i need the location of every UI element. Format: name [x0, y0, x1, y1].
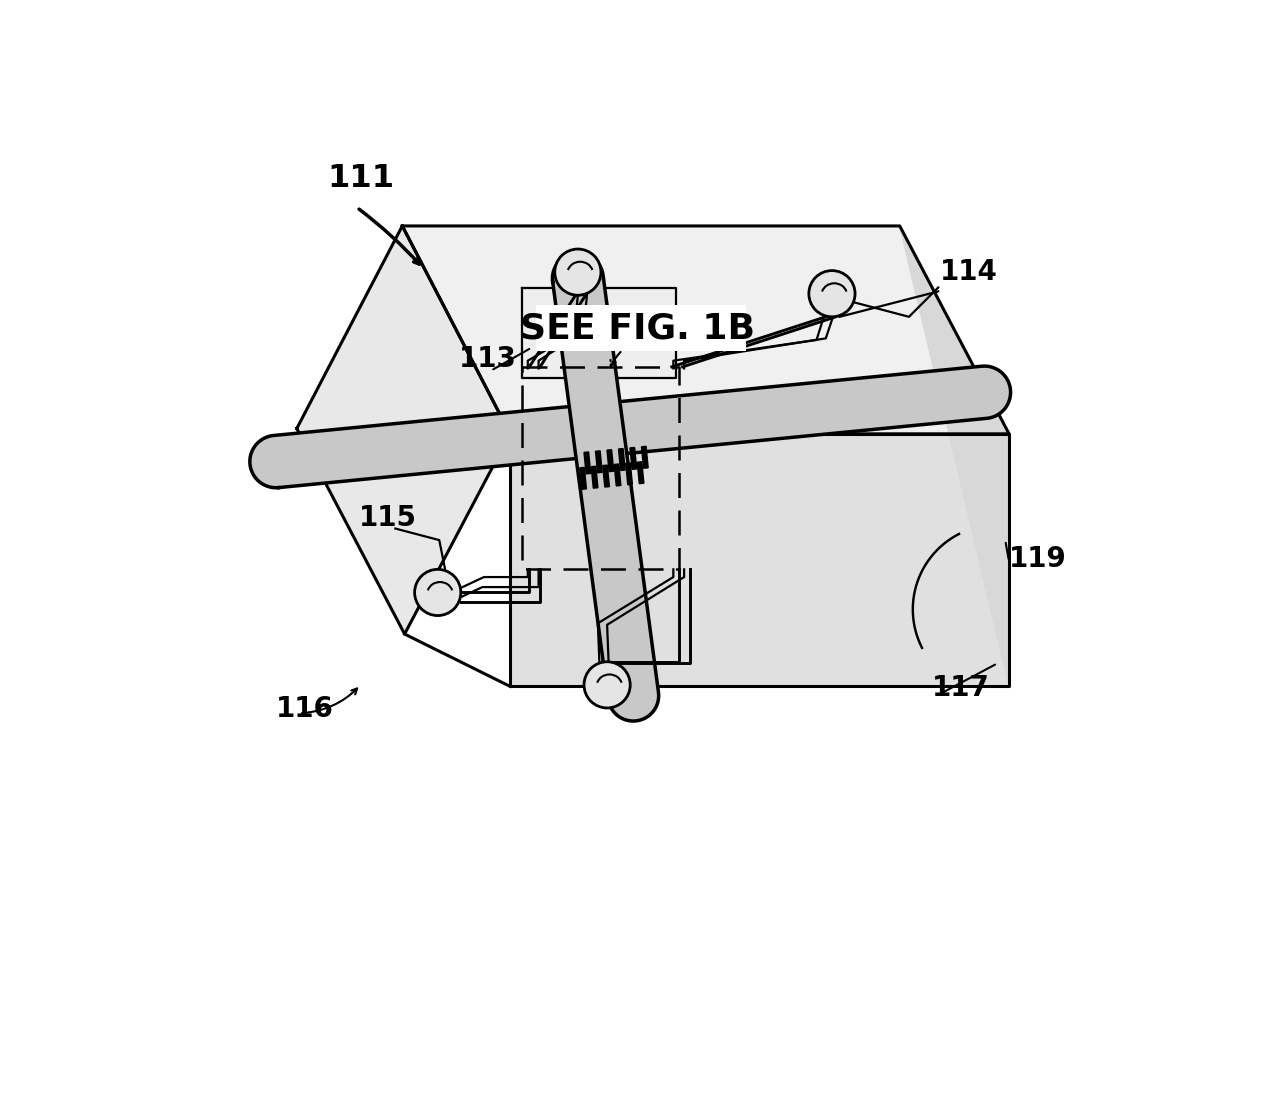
Polygon shape	[625, 463, 633, 485]
Polygon shape	[637, 462, 644, 484]
Circle shape	[554, 249, 601, 295]
Polygon shape	[619, 449, 625, 471]
Circle shape	[583, 662, 630, 708]
Polygon shape	[591, 466, 597, 488]
Polygon shape	[583, 452, 591, 474]
Polygon shape	[297, 226, 510, 634]
Text: 115: 115	[358, 504, 417, 532]
Text: SEE FIG. 1B: SEE FIG. 1B	[520, 311, 755, 345]
Polygon shape	[580, 468, 586, 490]
Text: 117: 117	[932, 673, 990, 702]
Text: 116: 116	[276, 695, 334, 723]
Circle shape	[808, 271, 855, 317]
Polygon shape	[608, 450, 614, 472]
Text: 111: 111	[328, 164, 395, 195]
Polygon shape	[510, 433, 1009, 686]
Text: 119: 119	[1009, 544, 1066, 573]
FancyBboxPatch shape	[536, 305, 746, 352]
Polygon shape	[596, 451, 602, 473]
Polygon shape	[900, 226, 1009, 686]
Polygon shape	[403, 226, 1009, 433]
Polygon shape	[602, 465, 609, 487]
Circle shape	[414, 570, 461, 616]
Text: 113: 113	[459, 345, 516, 373]
Text: 114: 114	[939, 257, 998, 286]
Polygon shape	[630, 448, 637, 470]
Polygon shape	[250, 366, 1010, 487]
Polygon shape	[642, 447, 648, 469]
Polygon shape	[522, 287, 676, 378]
Polygon shape	[553, 253, 658, 720]
Polygon shape	[614, 464, 622, 486]
